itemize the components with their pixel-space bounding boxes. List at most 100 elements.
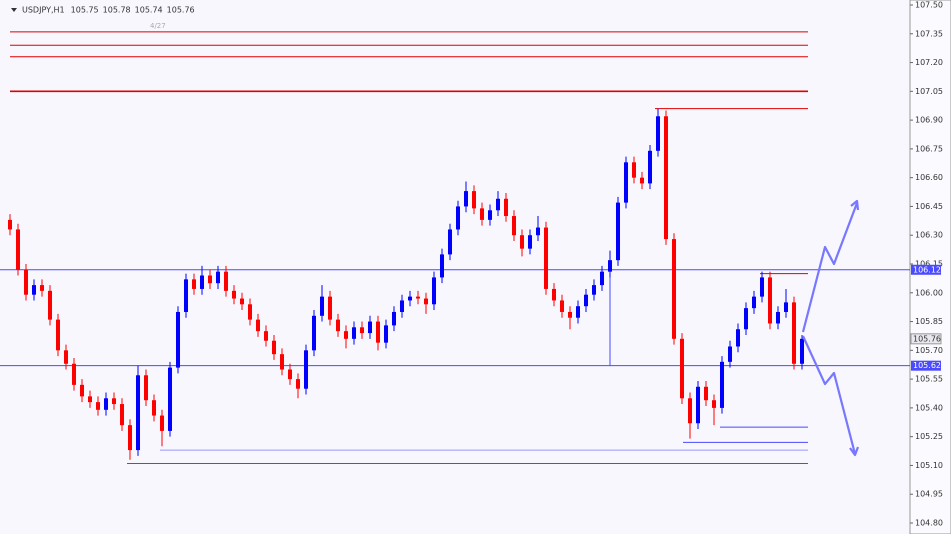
symbol: USDJPY,H1	[22, 6, 65, 15]
candle-body	[24, 269, 28, 295]
candle-body	[160, 415, 164, 431]
candle-body	[456, 206, 460, 230]
levels	[0, 31, 910, 465]
candles	[8, 108, 804, 460]
candle-body	[312, 315, 316, 351]
candle-body	[568, 311, 572, 318]
candle-body	[264, 331, 268, 341]
candle-body	[760, 277, 764, 297]
candle-body	[432, 277, 436, 305]
y-tick-label: 105.10	[915, 461, 943, 470]
header-price: 105.75	[71, 6, 99, 15]
candle-body	[496, 198, 500, 211]
candle-body	[104, 398, 108, 410]
candle-body	[120, 404, 124, 426]
y-tick-label: 107.05	[915, 87, 943, 96]
y-tick-label: 104.95	[915, 490, 943, 499]
candle-body	[648, 150, 652, 184]
candle-body	[672, 239, 676, 339]
candle-body	[128, 425, 132, 451]
candle-body	[8, 219, 12, 230]
candle-body	[560, 300, 564, 312]
candle-body	[288, 369, 292, 380]
candle-body	[472, 191, 476, 209]
candle-body	[80, 384, 84, 397]
candle-body	[48, 290, 52, 320]
candle-body	[320, 296, 324, 316]
arrowhead	[849, 446, 860, 457]
candle-body	[304, 350, 308, 389]
candle-body	[344, 331, 348, 339]
candle-body	[792, 302, 796, 364]
candle-body	[360, 327, 364, 334]
candle-body	[232, 290, 236, 299]
y-tick-label: 105.85	[915, 317, 943, 326]
y-tick-label: 107.20	[915, 58, 943, 67]
candle-body	[784, 302, 788, 312]
candle-body	[752, 296, 756, 309]
y-tick-label: 106.60	[915, 173, 943, 182]
candle-body	[592, 285, 596, 295]
up-arrow	[801, 202, 859, 333]
candle-body	[352, 327, 356, 339]
y-tick-label: 106.15	[915, 260, 943, 269]
candle-body	[16, 229, 20, 270]
y-tick-label: 105.70	[915, 346, 943, 355]
candle-body	[720, 361, 724, 408]
candle-body	[800, 338, 804, 364]
candle-body	[224, 271, 228, 291]
candle-body	[600, 271, 604, 286]
candle-body	[168, 367, 172, 431]
candle-body	[608, 260, 612, 272]
candle-body	[64, 350, 68, 364]
candle-body	[624, 162, 628, 203]
menu-triangle[interactable]	[11, 8, 17, 12]
candle-body	[464, 191, 468, 207]
candle-body	[696, 386, 700, 424]
y-tick-label: 105.55	[915, 375, 943, 384]
y-tick-label: 106.45	[915, 202, 943, 211]
level-tag	[911, 360, 941, 371]
candle-body	[776, 311, 780, 324]
candle-body	[296, 379, 300, 389]
candle-body	[520, 235, 524, 249]
y-tick-label: 106.00	[915, 288, 943, 297]
candle-body	[528, 235, 532, 249]
candle-body	[448, 229, 452, 255]
y-tick-label: 104.80	[915, 519, 943, 528]
projection-arrows	[801, 199, 860, 457]
candle-body	[152, 400, 156, 416]
candle-body	[736, 329, 740, 347]
candle-body	[664, 116, 668, 240]
candle-body	[424, 298, 428, 305]
candle-body	[712, 400, 716, 408]
candle-body	[440, 254, 444, 278]
candle-body	[280, 354, 284, 370]
y-tick-label: 106.75	[915, 144, 943, 153]
candle-body	[208, 275, 212, 284]
candle-body	[408, 296, 412, 301]
candle-body	[544, 227, 548, 289]
arrowhead	[850, 199, 860, 211]
candle-body	[416, 296, 420, 299]
candle-body	[192, 279, 196, 289]
candle-body	[584, 294, 588, 307]
candle-body	[368, 321, 372, 334]
y-tick-label: 107.35	[915, 29, 943, 38]
candle-body	[400, 300, 404, 312]
candle-body	[256, 319, 260, 332]
candle-body	[96, 402, 100, 410]
candle-body	[32, 285, 36, 295]
candle-body	[536, 227, 540, 236]
candle-body	[144, 375, 148, 401]
candle-body	[480, 208, 484, 220]
candle-body	[576, 306, 580, 318]
candle-body	[200, 275, 204, 289]
candle-body	[656, 116, 660, 151]
candle-body	[616, 202, 620, 261]
candle-body	[40, 285, 44, 291]
current-price-label: 105.76	[913, 334, 941, 343]
candle-body	[632, 162, 636, 178]
